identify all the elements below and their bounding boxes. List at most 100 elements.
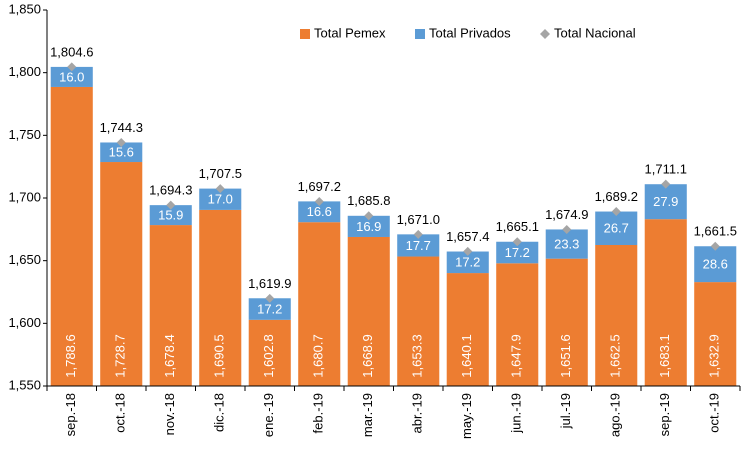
value-label: 1,804.6 [50,44,93,59]
value-label: 15.9 [158,208,183,223]
x-tick-label: jul.-19 [558,393,573,429]
bar-segment [446,251,489,274]
value-label: 17.2 [257,301,282,316]
bar-segment [496,241,539,264]
y-tick-label: 1,650 [8,252,41,267]
bar-segment [100,162,143,386]
total-marker [562,224,572,234]
bar-segment [347,236,390,386]
bar-segment [397,234,440,257]
x-tick-label: ago.-19 [608,393,623,437]
x-tick-label: nov.-18 [162,393,177,435]
total-marker [661,179,671,189]
bar-segment [397,256,440,386]
value-label: 1,711.1 [645,162,687,177]
x-tick-label: jun.-19 [509,393,524,434]
x-tick-label: mar.-19 [360,393,375,437]
bar-segment [298,201,341,223]
bar-segment [595,211,638,245]
total-marker [463,246,473,256]
total-marker [314,197,324,207]
value-label: 16.0 [59,69,84,84]
y-tick-label: 1,700 [8,189,41,204]
legend-swatch [540,29,550,39]
value-label: 1,697.2 [298,179,341,194]
value-label: 1,683.1 [657,334,672,377]
bar-segment [50,66,93,87]
value-label: 1,728.7 [113,334,128,377]
legend-label: Total Pemex [314,25,386,40]
x-tick-label: abr.-19 [410,393,425,433]
value-label: 1,707.5 [199,166,242,181]
value-label: 26.7 [604,221,629,236]
value-label: 17.2 [505,245,530,260]
value-label: 1,690.5 [212,334,227,377]
bar-segment [545,258,588,386]
bar-segment [694,246,737,283]
total-marker [265,293,275,303]
value-label: 17.0 [208,192,233,207]
total-marker [710,241,720,251]
value-label: 1,651.6 [558,334,573,377]
x-tick-label: ene.-19 [261,393,276,437]
bar-segment [298,222,341,386]
y-tick-label: 1,800 [8,64,41,79]
total-marker [67,62,77,72]
total-marker [215,184,225,194]
value-label: 1,668.9 [360,334,375,377]
total-marker [512,237,522,247]
x-tick-label: sep.-19 [657,393,672,436]
value-label: 16.6 [307,204,332,219]
value-label: 1,653.3 [410,334,425,377]
value-label: 1,657.4 [446,229,489,244]
legend-label: Total Nacional [554,25,636,40]
bar-segment [50,86,93,387]
x-tick-label: oct.-19 [707,393,722,433]
value-label: 23.3 [554,236,579,251]
bar-segment [199,188,242,210]
total-marker [166,200,176,210]
x-tick-label: feb.-19 [311,393,326,433]
value-label: 1,674.9 [545,207,588,222]
value-label: 1,647.9 [509,334,524,377]
bar-segment [199,209,242,386]
bar-segment [595,245,638,386]
total-marker [364,211,374,221]
bar-segment [248,298,291,320]
value-label: 1,744.3 [100,120,143,135]
legend-label: Total Privados [429,25,511,40]
bar-segment [644,219,687,386]
bar-segment [694,282,737,386]
value-label: 17.2 [455,255,480,270]
value-label: 1,689.2 [595,189,638,204]
bar-segment [446,273,489,386]
bar-segment [149,205,192,226]
value-label: 15.6 [109,145,134,160]
bar-segment [347,215,390,237]
value-label: 17.7 [406,238,431,253]
value-label: 28.6 [703,257,728,272]
y-tick-label: 1,550 [8,377,41,392]
value-label: 1,665.1 [496,219,539,234]
total-marker [413,229,423,239]
bar-segment [545,229,588,259]
x-tick-label: oct.-18 [113,393,128,433]
bar-segment [644,184,687,220]
legend-swatch [300,29,310,39]
value-label: 27.9 [653,194,678,209]
value-label: 1,678.4 [162,334,177,377]
value-label: 1,671.0 [397,212,440,227]
value-label: 16.9 [356,219,381,234]
y-tick-label: 1,600 [8,315,41,330]
legend-swatch [415,29,425,39]
y-tick-label: 1,850 [8,1,41,16]
value-label: 1,662.5 [608,334,623,377]
value-label: 1,694.3 [149,183,192,198]
total-marker [116,137,126,147]
y-tick-label: 1,750 [8,127,41,142]
bar-segment [248,319,291,386]
value-label: 1,788.6 [63,334,78,377]
x-tick-label: may.-19 [459,393,474,439]
x-tick-label: sep.-18 [63,393,78,436]
